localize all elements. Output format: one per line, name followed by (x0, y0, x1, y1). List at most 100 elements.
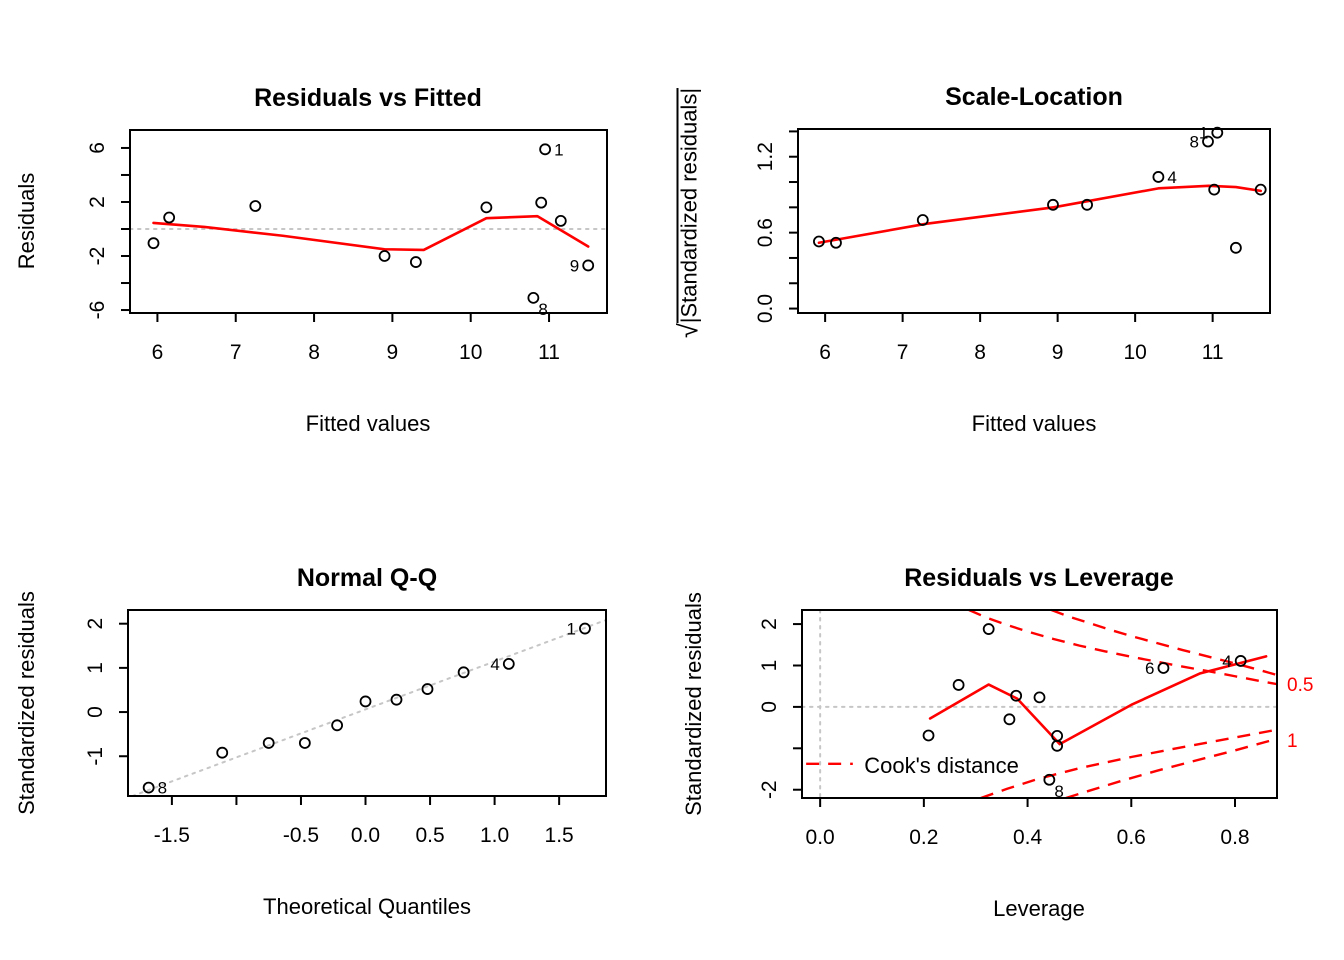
y-tick-label: -1 (84, 747, 107, 766)
point-label-9: 9 (570, 256, 579, 275)
data-point (390, 693, 403, 706)
x-tick-label: 9 (387, 341, 399, 364)
panel-residuals-vs-leverage: Residuals vs Leverage Leverage Standardi… (672, 480, 1344, 960)
x-tick-label: 7 (230, 341, 242, 364)
point-label-6: 6 (1145, 659, 1154, 678)
data-point (502, 658, 515, 670)
x-tick-label: 0.0 (806, 826, 835, 849)
data-point (1033, 691, 1046, 704)
point-label-4: 4 (490, 655, 499, 674)
y-tick-label: -2 (86, 247, 109, 266)
x-axis-label: Leverage (993, 896, 1085, 921)
point-label-1: 1 (566, 620, 575, 639)
chart-title: Scale-Location (945, 83, 1123, 111)
point-label-8: 8 (158, 779, 167, 798)
x-tick-label: -1.5 (154, 824, 190, 847)
point-label-8: 8 (1190, 133, 1199, 152)
y-tick-label: -2 (758, 780, 781, 799)
x-tick-label: 7 (897, 341, 909, 364)
data-point (830, 236, 842, 249)
panel-scale-location: Scale-Location Fitted values √|Standardi… (672, 0, 1344, 480)
y-tick-label: 2 (758, 618, 781, 630)
y-tick-label: 1 (84, 662, 107, 674)
x-tick-label: 8 (974, 341, 986, 364)
data-point (922, 729, 935, 742)
plot-box (127, 609, 607, 797)
data-point (916, 214, 929, 226)
smooth-line (928, 655, 1268, 746)
smooth-line (817, 184, 1262, 245)
x-tick-label: 0.5 (415, 824, 444, 847)
x-tick-label: 0.2 (909, 826, 938, 849)
y-tick-label: 6 (86, 142, 109, 154)
x-tick-label: 0.4 (1013, 826, 1043, 849)
y-tick-label: 1 (758, 660, 781, 672)
cook-contour-0.5 (968, 608, 1278, 686)
data-point (813, 235, 825, 248)
data-point (457, 666, 470, 679)
x-tick-label: 11 (538, 341, 560, 364)
contour-level-label-0.5: 0.5 (1287, 675, 1313, 696)
data-point (480, 201, 493, 214)
x-tick-label: 6 (152, 341, 164, 364)
point-label-1: 1 (1199, 124, 1208, 143)
data-point (1254, 183, 1267, 196)
plot-box (129, 129, 608, 314)
data-point (1051, 739, 1064, 752)
y-tick-label: -6 (86, 301, 109, 320)
data-point (378, 250, 391, 262)
y-tick-label: 0 (758, 701, 781, 713)
point-label-4: 4 (1167, 168, 1176, 187)
data-point (1081, 198, 1093, 211)
data-point (579, 622, 591, 635)
data-point (527, 291, 540, 304)
plot-box (801, 609, 1278, 799)
plot-area-scale-location: 48 16 7 8 9 10 110.00.61.2 (754, 124, 1271, 364)
cook-legend-label: Cook's distance (864, 753, 1019, 778)
data-point (1202, 135, 1214, 148)
point-label-8: 8 (1054, 782, 1063, 801)
data-point (1010, 689, 1023, 702)
x-tick-label: 1.0 (480, 824, 509, 847)
cook-contour-0.5 (980, 728, 1278, 800)
y-tick-label: 0.6 (754, 218, 777, 247)
data-point (1211, 126, 1224, 139)
data-point (147, 237, 160, 250)
plot-area-residuals-vs-fitted: 1 8 9 6 7 8 9 10 11 -6 -2 2 6 (86, 129, 608, 364)
x-axis-label: Theoretical Quantiles (263, 894, 471, 919)
data-point (952, 679, 965, 691)
x-tick-label: 6 (819, 341, 831, 364)
data-point (1003, 713, 1016, 726)
y-tick-label: 1.2 (754, 142, 777, 171)
x-axis-label: Fitted values (305, 411, 431, 436)
data-point (262, 737, 275, 749)
data-point (1208, 183, 1221, 196)
data-point (298, 737, 311, 749)
point-label-4: 4 (1222, 652, 1231, 671)
data-point (539, 143, 552, 156)
point-label-1: 1 (554, 140, 563, 159)
data-point (409, 256, 422, 268)
data-point (1234, 655, 1247, 667)
panel-residuals-vs-fitted: Residuals vs Fitted Fitted values Residu… (0, 0, 672, 480)
x-tick-label: 0.8 (1220, 826, 1249, 849)
x-tick-label: -0.5 (283, 824, 319, 847)
data-point (982, 623, 995, 635)
smooth-line (152, 214, 590, 252)
y-tick-label: 0 (84, 706, 107, 718)
x-tick-label: 10 (1123, 341, 1146, 364)
data-point (535, 196, 548, 209)
x-tick-label: 9 (1052, 341, 1064, 364)
plot-box (797, 128, 1271, 314)
data-point (1043, 773, 1056, 786)
data-point (1152, 171, 1165, 183)
qq-reference-line (131, 619, 607, 797)
data-point (1157, 662, 1170, 674)
x-tick-label: 8 (308, 341, 320, 364)
plot-area-normal-qq: 8 4 1 -1.5 -0.5 0.0 0.5 1.0 1.5 -1 0 1 2 (84, 609, 607, 847)
data-point (163, 211, 176, 224)
x-tick-label: 11 (1202, 341, 1224, 364)
plot-area-residuals-vs-leverage: 8 6 4 0.0 0.2 0.4 0.6 0.8 -2 0 1 2 0.5 1 Cook's distan… (758, 608, 1313, 849)
y-tick-label: 2 (84, 618, 107, 630)
